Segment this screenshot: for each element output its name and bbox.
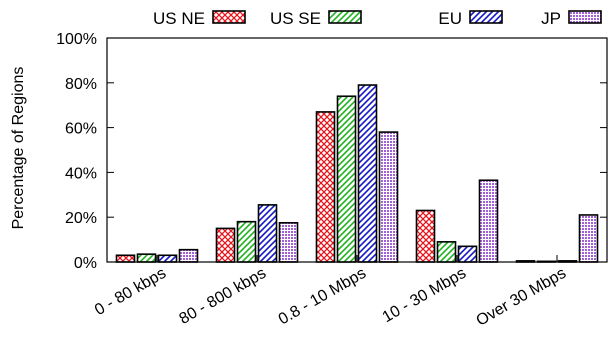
legend-swatch — [469, 10, 503, 24]
bar-us-se — [336, 95, 357, 263]
x-tick-label: 10 - 30 Mbps — [380, 265, 469, 326]
bar-eu — [357, 84, 378, 263]
bar-us-ne — [415, 209, 436, 263]
y-tick-label: 40% — [65, 165, 97, 182]
legend-label: US NE — [153, 9, 205, 28]
y-tick-label: 20% — [65, 210, 97, 227]
legend: US NE US SE EU JP — [153, 9, 602, 28]
x-tick-label: 0 - 80 kbps — [92, 265, 169, 319]
bar-jp — [578, 214, 599, 263]
bar-us-ne — [315, 111, 336, 263]
x-tick-label: 80 - 800 kbps — [177, 265, 269, 328]
y-axis-label: Percentage of Regions — [10, 67, 27, 230]
bar-eu — [457, 245, 478, 263]
bar-eu — [257, 204, 278, 263]
y-axis: 0% 20% 40% 60% 80% 100% — [56, 31, 607, 272]
x-tick-label: 0.8 - 10 Mbps — [276, 265, 369, 329]
bar-us-ne — [115, 254, 136, 263]
bar-us-se — [436, 241, 457, 263]
x-tick-label: Over 30 Mbps — [473, 265, 569, 330]
x-axis: 0 - 80 kbps 80 - 800 kbps 0.8 - 10 Mbps 10 … — [92, 255, 569, 330]
bars — [115, 84, 599, 263]
bar-us-se — [136, 253, 157, 263]
y-tick-label: 0% — [74, 255, 97, 272]
bar-eu — [157, 254, 178, 263]
legend-swatch — [568, 10, 602, 24]
plot-frame — [106, 37, 608, 263]
bar-jp — [178, 248, 199, 263]
legend-label: US SE — [270, 9, 321, 28]
bar-jp — [278, 222, 299, 263]
legend-label: EU — [438, 9, 462, 28]
bar-us-ne — [215, 227, 236, 263]
legend-swatch — [328, 10, 362, 24]
legend-label: JP — [541, 9, 561, 28]
y-tick-label: 80% — [65, 76, 97, 93]
y-tick-label: 60% — [65, 121, 97, 138]
bar-us-se — [236, 220, 257, 263]
legend-swatch — [212, 10, 246, 24]
bar-jp — [378, 131, 399, 263]
bar-jp — [478, 179, 499, 263]
y-tick-label: 100% — [56, 31, 97, 48]
